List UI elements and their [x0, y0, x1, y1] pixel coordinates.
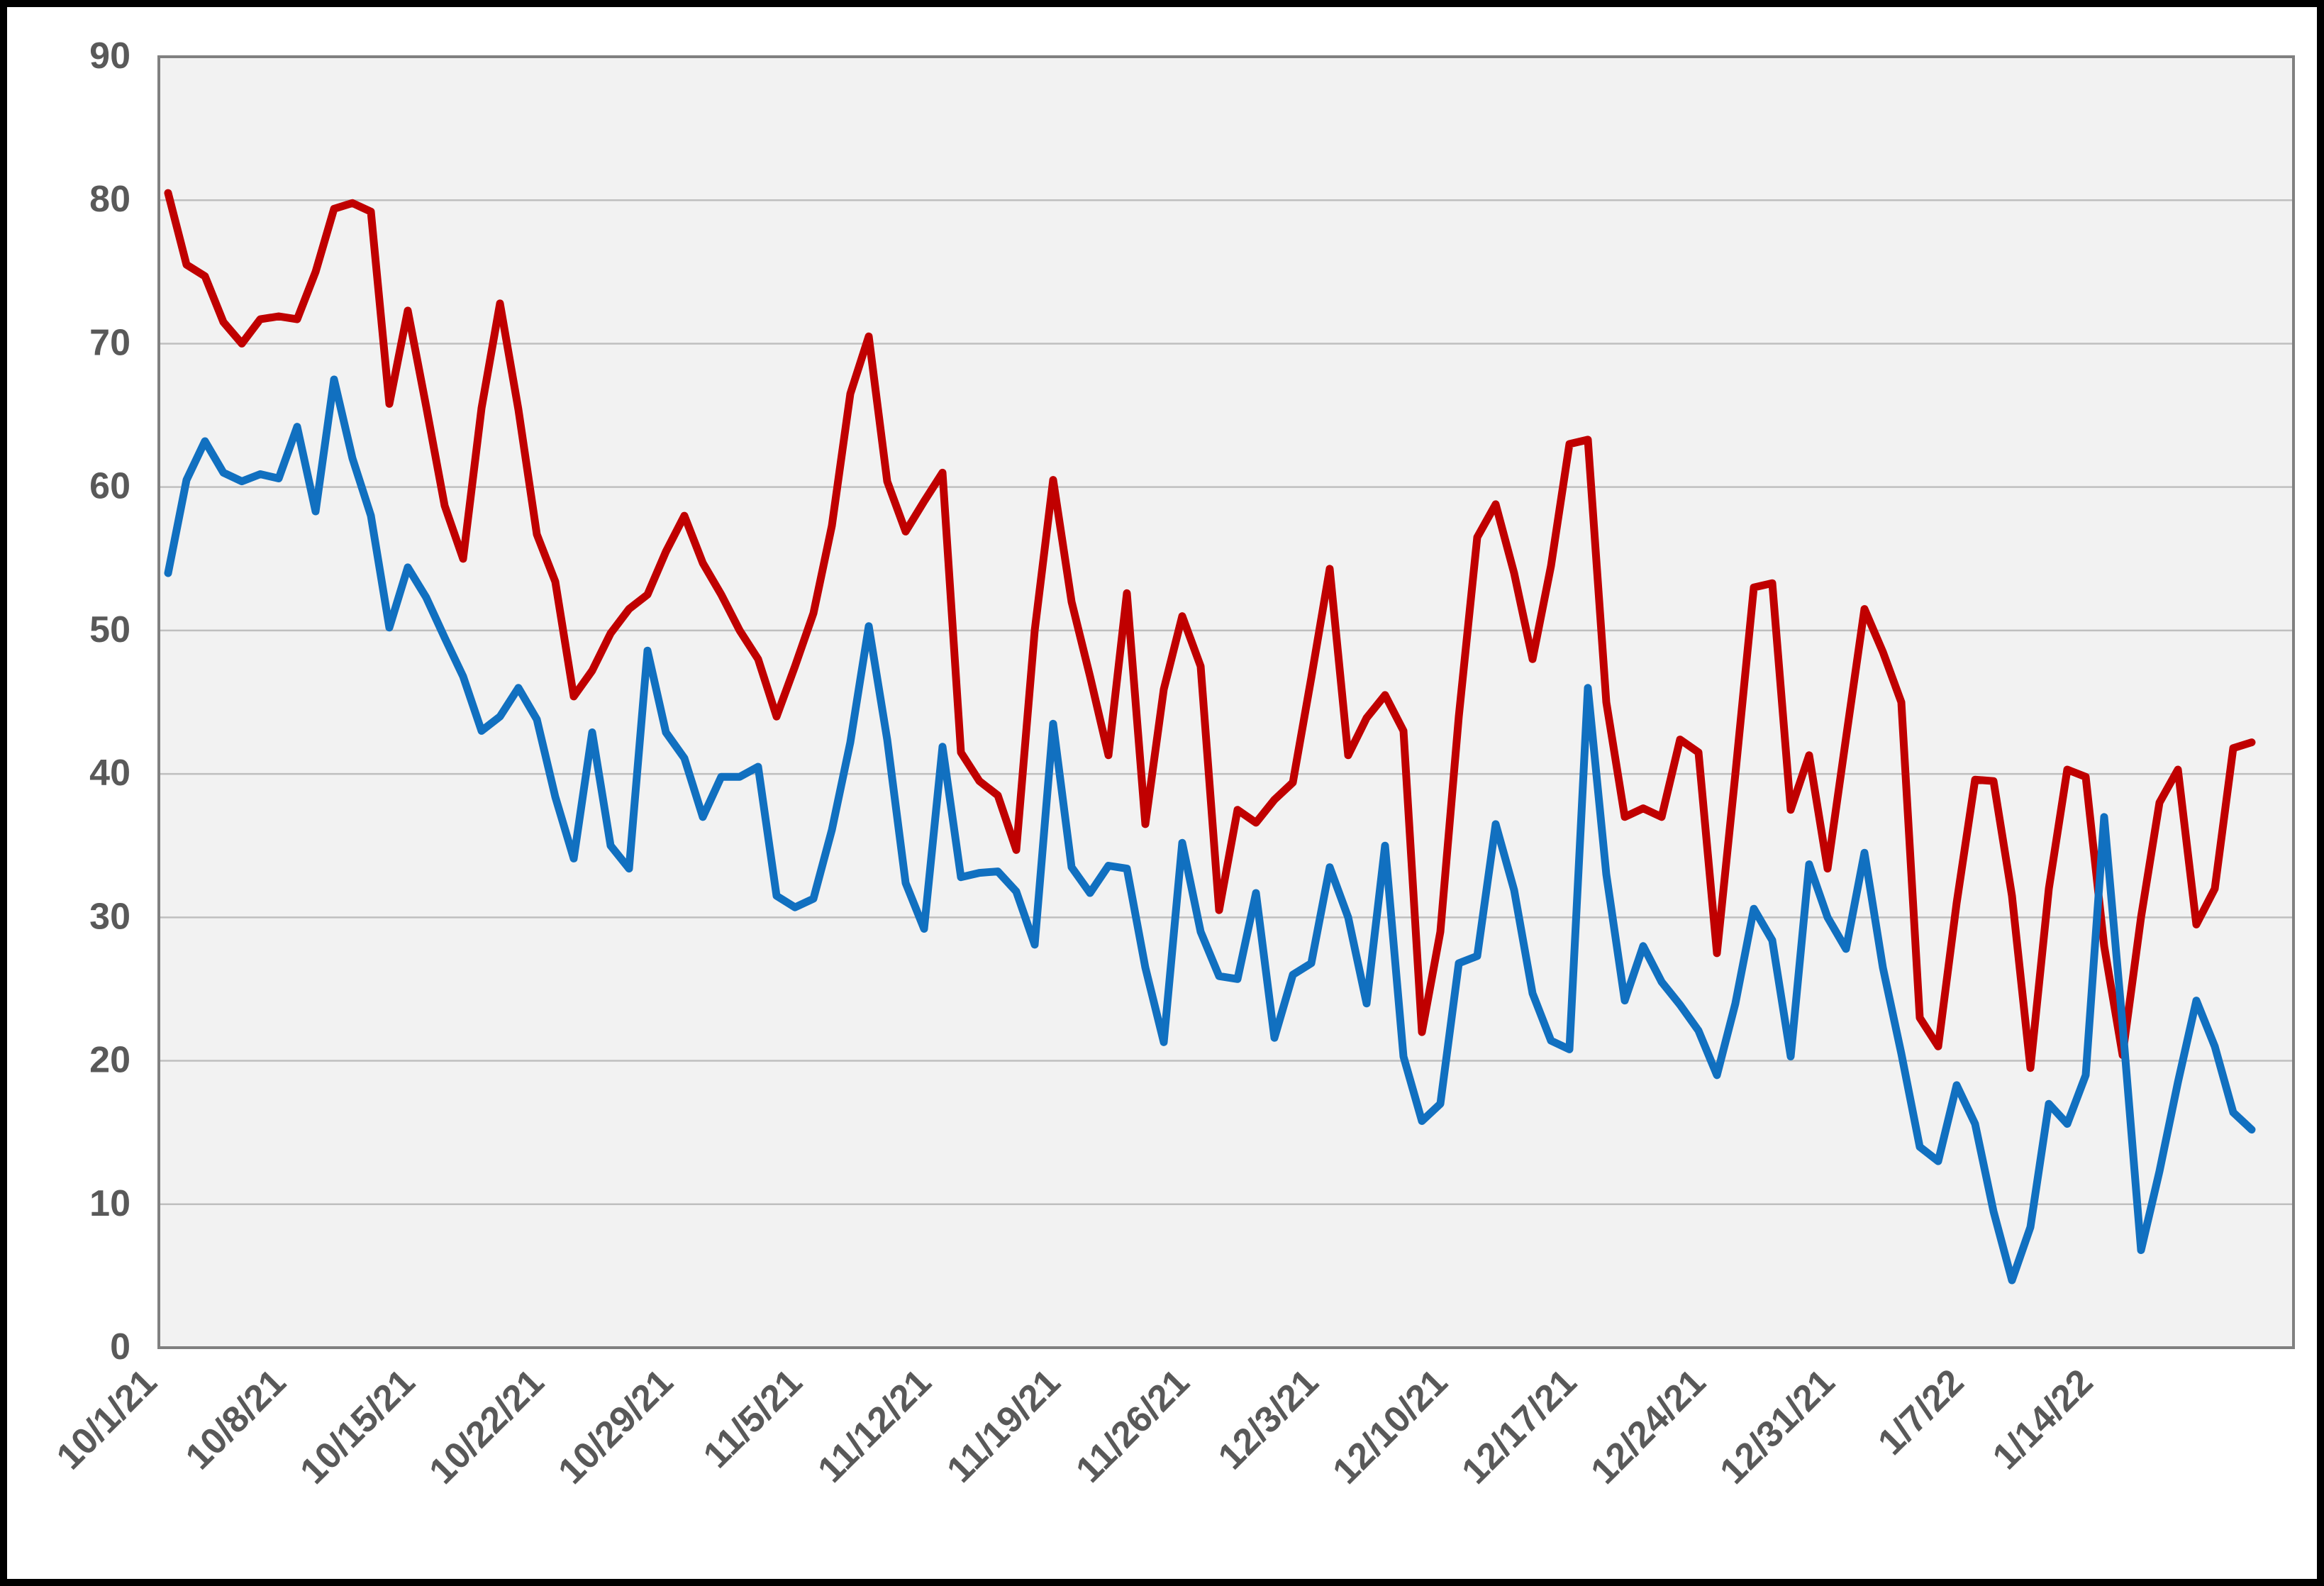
x-tick-label: 1/7/22 [1870, 1361, 1972, 1463]
x-tick-label: 10/22/21 [421, 1361, 552, 1492]
x-tick-label: 11/26/21 [1068, 1361, 1197, 1490]
y-tick-label: 80 [89, 179, 130, 220]
x-tick-label: 10/8/21 [178, 1361, 294, 1477]
x-tick-label: 11/5/21 [696, 1361, 811, 1476]
line-chart: 0 10 20 30 40 50 60 70 80 90 10/1/21 10/8/2110/15/2… [49, 35, 2295, 1492]
red_series-line [164, 189, 2256, 1072]
y-tick-label: 30 [89, 896, 130, 937]
x-tick-label: 10/29/21 [550, 1361, 681, 1492]
x-tick-label: 12/3/21 [1211, 1361, 1327, 1477]
x-tick-label: 12/24/21 [1583, 1361, 1713, 1492]
x-tick-label: 12/17/21 [1454, 1361, 1584, 1492]
plot-border [157, 55, 2295, 1349]
y-tick-label: 0 [110, 1326, 130, 1368]
x-tick-label: 1/14/22 [1985, 1361, 2101, 1477]
blue_series-line [164, 375, 2256, 1285]
x-tick-label: 11/12/21 [810, 1361, 939, 1490]
y-tick-label: 70 [89, 322, 130, 363]
y-tick-label: 90 [89, 35, 130, 77]
y-tick-label: 40 [89, 753, 130, 794]
y-tick-label: 50 [89, 609, 130, 650]
x-tick-label: 12/31/21 [1712, 1361, 1842, 1492]
y-tick-label: 10 [89, 1183, 130, 1224]
x-tick-label: 10/15/21 [292, 1361, 423, 1492]
y-tick-label: 60 [89, 466, 130, 507]
x-tick-label: 10/1/21 [49, 1361, 165, 1477]
x-tick-label: 11/19/21 [939, 1361, 1068, 1490]
x-tick-label: 12/10/21 [1325, 1361, 1455, 1492]
plot-area [159, 57, 2294, 1348]
y-tick-label: 20 [89, 1040, 130, 1081]
